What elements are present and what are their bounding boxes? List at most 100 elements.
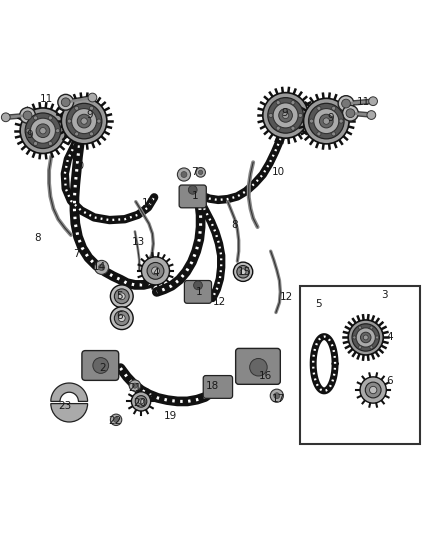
Circle shape (110, 414, 122, 425)
Circle shape (25, 113, 61, 149)
Circle shape (131, 392, 151, 411)
Circle shape (317, 132, 321, 136)
Circle shape (74, 106, 79, 110)
Circle shape (66, 103, 102, 139)
Circle shape (181, 172, 187, 177)
Text: 12: 12 (212, 297, 226, 308)
Circle shape (317, 106, 321, 110)
Circle shape (48, 116, 53, 120)
Text: 23: 23 (58, 401, 71, 411)
Circle shape (188, 185, 197, 194)
FancyBboxPatch shape (179, 185, 206, 208)
Text: 8: 8 (34, 233, 41, 243)
Circle shape (61, 98, 107, 144)
Circle shape (365, 382, 381, 398)
Circle shape (358, 346, 362, 349)
Circle shape (89, 106, 94, 110)
Wedge shape (51, 403, 88, 422)
Circle shape (360, 377, 386, 403)
Text: 4: 4 (152, 268, 159, 278)
Circle shape (279, 109, 293, 122)
Circle shape (319, 114, 333, 128)
Text: 5: 5 (315, 298, 322, 309)
Circle shape (270, 389, 283, 402)
Text: 9: 9 (26, 130, 33, 140)
Text: 11: 11 (39, 94, 53, 104)
Circle shape (323, 118, 329, 124)
Circle shape (348, 320, 383, 355)
Circle shape (291, 101, 295, 104)
Circle shape (77, 114, 91, 128)
Circle shape (20, 108, 66, 154)
Text: 4: 4 (386, 332, 393, 342)
Circle shape (343, 106, 358, 121)
Text: 11: 11 (357, 97, 370, 107)
Circle shape (114, 289, 129, 304)
Polygon shape (51, 383, 88, 401)
Circle shape (74, 132, 79, 136)
Circle shape (30, 118, 56, 143)
Circle shape (276, 126, 280, 130)
Circle shape (40, 127, 46, 134)
Circle shape (369, 97, 378, 106)
Circle shape (58, 94, 74, 110)
Circle shape (314, 109, 339, 134)
Circle shape (276, 101, 280, 104)
Circle shape (20, 108, 35, 123)
Circle shape (33, 116, 38, 120)
Circle shape (360, 332, 371, 343)
Circle shape (194, 281, 202, 290)
Circle shape (342, 99, 350, 108)
Text: 20: 20 (134, 398, 147, 408)
Circle shape (332, 106, 336, 110)
Text: 10: 10 (72, 161, 85, 171)
Circle shape (118, 293, 125, 300)
Circle shape (370, 386, 377, 394)
Text: 1: 1 (191, 191, 198, 201)
Circle shape (338, 96, 354, 111)
Circle shape (308, 103, 344, 139)
Text: 10: 10 (272, 167, 285, 177)
Circle shape (304, 98, 349, 144)
Text: 5: 5 (116, 291, 123, 301)
Text: 9: 9 (86, 110, 93, 120)
Circle shape (370, 326, 373, 329)
Circle shape (138, 399, 144, 404)
Circle shape (274, 393, 280, 399)
Text: 6: 6 (116, 311, 123, 320)
Circle shape (61, 98, 70, 107)
Text: 3: 3 (381, 290, 388, 300)
Text: 12: 12 (280, 292, 293, 302)
Circle shape (141, 257, 170, 285)
Circle shape (339, 119, 343, 123)
Circle shape (233, 262, 253, 281)
Circle shape (310, 119, 314, 123)
Circle shape (367, 111, 376, 119)
Text: 19: 19 (164, 411, 177, 421)
Circle shape (237, 265, 249, 278)
Circle shape (273, 103, 298, 128)
Circle shape (298, 114, 302, 117)
Text: 7: 7 (73, 249, 80, 259)
Circle shape (89, 132, 94, 136)
Circle shape (375, 336, 379, 339)
Text: 21: 21 (128, 383, 141, 393)
Circle shape (198, 170, 203, 174)
Circle shape (48, 141, 53, 146)
FancyBboxPatch shape (203, 376, 233, 398)
Text: 13: 13 (131, 237, 145, 247)
Circle shape (358, 326, 362, 329)
Circle shape (33, 141, 38, 146)
Circle shape (71, 109, 97, 134)
Circle shape (97, 119, 101, 123)
Text: 7: 7 (191, 167, 198, 177)
FancyBboxPatch shape (236, 349, 280, 384)
Text: 16: 16 (258, 371, 272, 381)
Text: 2: 2 (99, 363, 106, 373)
Circle shape (353, 336, 356, 339)
Circle shape (269, 114, 273, 117)
Circle shape (110, 307, 133, 329)
Circle shape (268, 98, 304, 133)
Circle shape (95, 260, 109, 274)
Circle shape (346, 109, 355, 118)
